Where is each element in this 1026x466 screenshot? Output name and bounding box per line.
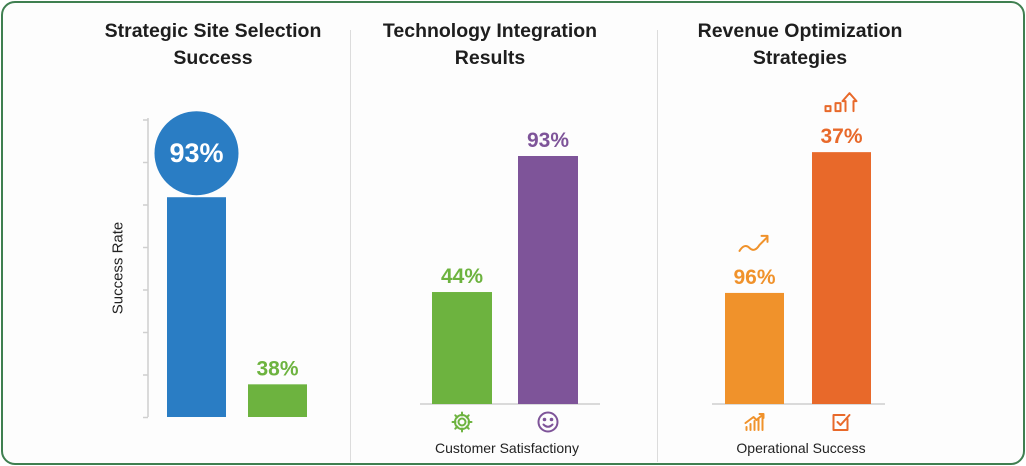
bar	[167, 197, 226, 417]
mouth	[542, 423, 554, 428]
bar-value-label: 37%	[820, 125, 862, 148]
box	[832, 414, 849, 431]
bar-value-label: 96%	[733, 266, 775, 289]
x-axis-label: Operational Success	[736, 440, 866, 456]
divider	[350, 30, 351, 462]
chart-title: Strategic Site Selection Success	[104, 20, 322, 69]
gear-icon	[451, 411, 473, 433]
bar-value-label: 38%	[256, 357, 298, 380]
face	[537, 411, 559, 433]
trend	[738, 234, 769, 252]
x-axis-label: Customer Satisfactiony	[435, 440, 579, 456]
value-badge	[154, 111, 239, 196]
bar	[248, 384, 307, 417]
bar-value-label: 93%	[527, 129, 569, 152]
gear-ring	[454, 414, 470, 430]
chart-title: Revenue Optimization Strategies	[697, 20, 903, 69]
bar-value-label: 93%	[169, 138, 223, 168]
growth-lines	[744, 413, 765, 431]
growth-chart-icon	[744, 413, 765, 431]
smiley-icon	[537, 411, 559, 433]
gear-hub	[457, 417, 467, 427]
bar	[432, 292, 492, 404]
bar	[812, 152, 871, 404]
checkbox-icon	[832, 414, 851, 431]
bars-up-arrow-icon	[824, 92, 858, 113]
divider	[657, 30, 658, 462]
eye	[542, 417, 547, 422]
bar-value-label: 44%	[441, 265, 483, 288]
chart-title: Technology Integration Results	[382, 20, 598, 69]
trend-up-arrow-icon	[738, 234, 769, 252]
bar	[725, 292, 784, 404]
eye	[549, 417, 554, 422]
check	[836, 414, 851, 426]
bar	[518, 156, 578, 404]
bars-arrow	[824, 92, 858, 113]
